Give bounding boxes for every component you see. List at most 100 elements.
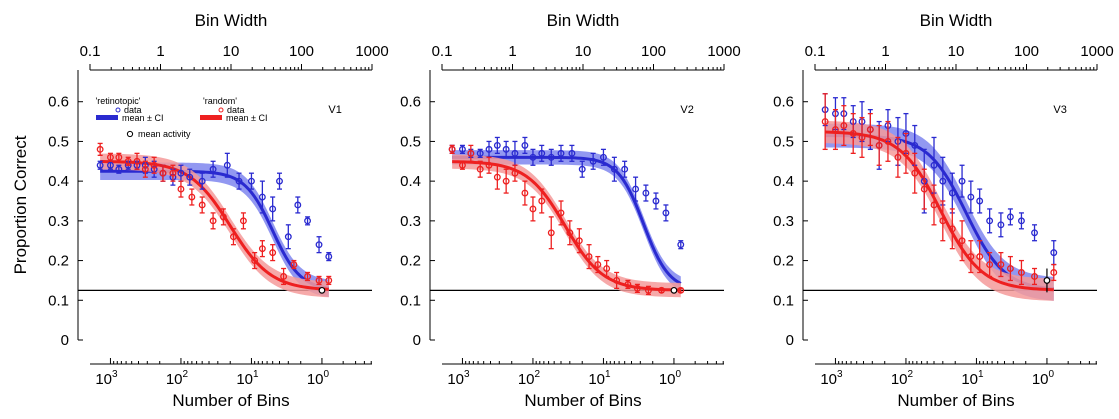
top-axis-title: Bin Width: [920, 11, 993, 30]
data-point-random: [502, 177, 510, 185]
data-point-random: [511, 169, 519, 177]
data-point-random: [1031, 273, 1038, 280]
data-point-retinotopic: [502, 145, 510, 153]
bottom-axis-tick-label: 101: [961, 369, 984, 388]
data-point-retinotopic: [642, 189, 650, 197]
data-point-retinotopic: [493, 141, 501, 149]
data-point-retinotopic: [652, 197, 660, 205]
top-axis-tick-label: 1: [881, 43, 889, 60]
data-point-retinotopic: [578, 165, 586, 173]
data-point-random: [866, 126, 874, 133]
ci-band-retinotopic: [825, 123, 1054, 301]
data-point-random: [967, 253, 975, 261]
data-point-retinotopic: [557, 149, 565, 157]
top-axis-tick-label: 100: [289, 43, 314, 60]
data-point-retinotopic: [621, 165, 629, 173]
y-axis-tick-label: 0.1: [400, 292, 421, 309]
data-point-random: [141, 165, 149, 173]
legend-mean-activity-marker: [126, 130, 134, 138]
top-axis-tick-label: 0.1: [805, 43, 826, 60]
data-point-random: [169, 169, 177, 177]
tick-base: 10: [236, 371, 253, 388]
tick-exponent: 0: [324, 369, 330, 380]
legend-retinotopic-title: 'retinotopic': [96, 96, 141, 106]
data-point-random: [315, 276, 323, 284]
tick-exponent: 1: [253, 369, 259, 380]
ci-band-retinotopic: [100, 162, 329, 298]
data-point-random: [875, 141, 883, 149]
data-point-random: [821, 118, 829, 126]
data-point-random: [624, 280, 632, 288]
data-point-retinotopic: [521, 141, 529, 149]
bottom-axis-title: Number of Bins: [524, 391, 641, 410]
data-point-random: [198, 201, 206, 209]
data-point-random: [831, 126, 839, 133]
tick-base: 10: [961, 371, 978, 388]
bottom-axis-tick-label: 100: [659, 369, 682, 388]
bottom-axis-tick-label: 100: [1032, 369, 1055, 388]
panel-label: V1: [328, 104, 341, 116]
data-point-random: [613, 276, 621, 284]
bottom-axis-title: Number of Bins: [897, 391, 1014, 410]
data-point-retinotopic: [258, 193, 266, 201]
y-axis-tick-label: 0.2: [48, 253, 69, 270]
y-axis-tick-label: 0: [413, 332, 421, 349]
data-point-retinotopic: [547, 153, 555, 161]
ci-band-random: [100, 153, 329, 298]
bottom-axis-tick-label: 102: [891, 369, 914, 388]
tick-base: 10: [1032, 371, 1049, 388]
data-point-random: [230, 233, 237, 241]
ci-band-retinotopic: [452, 150, 681, 291]
data-point-retinotopic: [610, 165, 618, 173]
y-axis-tick-label: 0.5: [773, 133, 794, 150]
data-point-retinotopic: [538, 149, 546, 157]
bottom-axis-tick-label: 103: [95, 369, 118, 388]
top-axis-title: Bin Width: [547, 11, 620, 30]
data-point-retinotopic: [476, 149, 484, 157]
tick-base: 10: [891, 371, 908, 388]
tick-base: 10: [588, 371, 605, 388]
y-axis-tick-label: 0.3: [773, 213, 794, 230]
data-point-retinotopic: [223, 161, 231, 169]
data-point-retinotopic: [247, 177, 255, 185]
tick-base: 10: [820, 371, 837, 388]
data-point-retinotopic: [106, 161, 114, 169]
data-point-random: [997, 261, 1005, 268]
tick-exponent: 3: [837, 369, 843, 380]
data-point-random: [575, 237, 583, 245]
top-axis-tick-label: 0.1: [80, 43, 101, 60]
y-axis-tick-label: 0: [786, 332, 794, 349]
tick-base: 10: [166, 371, 183, 388]
data-point-retinotopic: [599, 153, 607, 161]
y-axis-tick-label: 0.4: [773, 173, 794, 190]
data-point-retinotopic: [209, 165, 217, 173]
legend-retinotopic-mean-label: mean ± CI: [122, 113, 163, 123]
y-axis-tick-label: 0.2: [400, 253, 421, 270]
data-point-random: [269, 249, 277, 257]
data-point-retinotopic: [662, 209, 670, 217]
data-point-retinotopic: [632, 185, 640, 193]
data-point-random: [493, 173, 501, 181]
data-point-retinotopic: [1017, 217, 1025, 225]
legend-random-title: 'random': [203, 96, 237, 106]
data-point-retinotopic: [284, 233, 292, 241]
data-point-random: [538, 197, 546, 205]
top-axis-tick-label: 10: [575, 43, 592, 60]
data-point-random: [902, 149, 910, 157]
legend-random-data-label: data: [227, 105, 245, 115]
data-point-random: [304, 273, 312, 280]
y-axis-tick-label: 0.1: [773, 292, 794, 309]
data-point-retinotopic: [511, 149, 519, 157]
y-axis-tick-label: 0.5: [48, 133, 69, 150]
data-point-random: [633, 284, 641, 292]
data-point-retinotopic: [948, 189, 956, 197]
data-point-random: [976, 253, 984, 261]
data-point-retinotopic: [276, 177, 283, 185]
data-point-random: [1017, 269, 1025, 276]
data-point-random: [106, 153, 114, 161]
y-axis-title: Proportion Correct: [11, 135, 30, 274]
